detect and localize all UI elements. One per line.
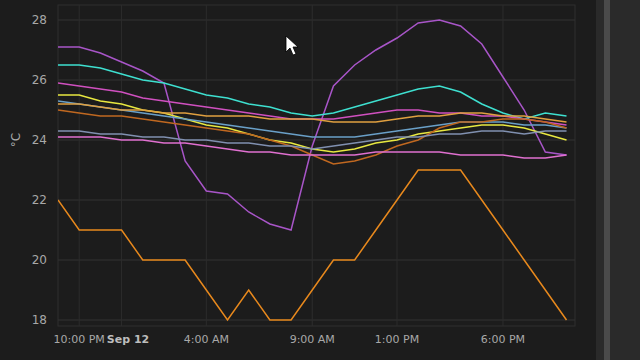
y-grid-line: [58, 200, 575, 201]
y-tick-label: 24: [32, 133, 47, 147]
x-tick-label: 9:00 AM: [290, 333, 335, 346]
series-line: [58, 131, 567, 149]
x-grid-line: [206, 5, 207, 326]
series-group: [58, 20, 567, 320]
y-grid-line: [58, 320, 575, 321]
y-tick-label: 28: [32, 13, 47, 27]
series-line: [58, 110, 567, 164]
x-tick-label: 1:00 PM: [375, 333, 419, 346]
series-line: [58, 20, 567, 230]
series-line: [58, 83, 567, 125]
series-line: [58, 170, 567, 320]
x-grid-line: [397, 5, 398, 326]
scrollbar: [604, 0, 610, 360]
x-tick-label: Sep 12: [107, 333, 149, 346]
series-line: [58, 65, 567, 119]
chart: 18 20 22 24 26 28 10:00 PMSep 12 4:00 AM 9:00 AM…: [0, 0, 640, 360]
y-tick-label: 26: [32, 73, 47, 87]
y-grid-line: [58, 260, 575, 261]
plot-frame: [58, 5, 575, 326]
series-line: [58, 137, 567, 158]
y-tick-label: 22: [32, 193, 47, 207]
series-line: [58, 95, 567, 152]
x-grid-line: [121, 5, 122, 326]
x-tick-label: 10:00 PM: [54, 333, 105, 346]
grid: [58, 5, 575, 326]
side-panel: [596, 0, 640, 360]
y-grid-line: [58, 80, 575, 81]
x-grid-line: [312, 5, 313, 326]
x-tick-label: 6:00 PM: [481, 333, 525, 346]
series-line: [58, 104, 567, 122]
x-grid-line: [502, 5, 503, 326]
y-tick-label: 18: [32, 313, 47, 327]
mouse-cursor: [286, 36, 298, 55]
x-tick-label: 4:00 AM: [184, 333, 229, 346]
x-grid-line: [79, 5, 80, 326]
y-axis-label: °C: [9, 133, 23, 147]
y-grid-line: [58, 20, 575, 21]
y-tick-label: 20: [32, 253, 47, 267]
background: [0, 0, 640, 360]
